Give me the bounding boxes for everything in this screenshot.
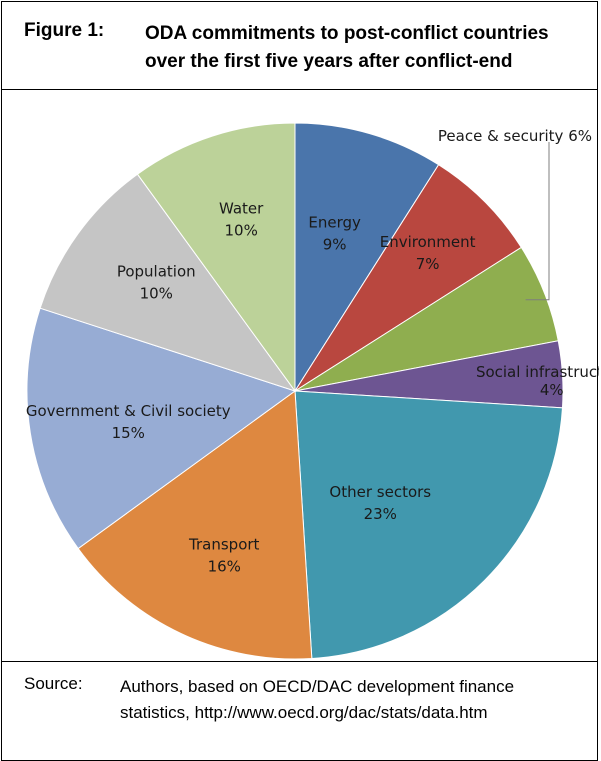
slice-label-transport: Transport [188,535,260,553]
source-label: Source: [24,674,83,693]
slice-value-population: 10% [140,285,173,303]
source-line-2: statistics, http://www.oecd.org/dac/stat… [120,703,488,722]
pie-slice-energy [294,122,440,393]
slice-label-other-sectors: Other sectors [329,483,431,501]
figure-title-line-2: over the first five years after conflict… [145,51,513,72]
figure-header: Figure 1: ODA commitments to post-confli… [2,2,597,90]
slice-label-population: Population [117,263,196,281]
slice-value-government-civil-society: 15% [112,424,145,442]
slice-label-water: Water [219,200,264,218]
slice-label-peace-security: Peace & security 6% [438,127,592,145]
pie-slice-water [136,122,296,393]
pie-slice-government-civil-society [26,307,297,550]
slice-value-water: 10% [224,222,257,240]
slice-label-government-civil-society: Government & Civil society [26,402,231,420]
slice-label-energy: Energy [308,213,361,231]
slice-value-energy: 9% [323,235,347,253]
pie-slice-other-sectors [294,390,564,660]
pie-slice-environment [294,164,522,392]
figure-label: Figure 1: [24,20,105,41]
slice-label-environment: Environment [380,233,476,251]
slice-label-social-infrastructure: Social infrastructure [476,363,599,381]
slice-value-environment: 7% [416,255,440,273]
slice-value-transport: 16% [208,557,241,575]
figure-title-line-1: ODA commitments to post-conflict countri… [145,23,549,44]
chart-area: Energy 9% Environment 7% Peace & security 6%… [2,90,599,662]
figure-title: ODA commitments to post-conflict countri… [145,20,585,76]
pie-chart: Energy 9% Environment 7% Peace & security 6%… [26,122,599,660]
source-text: Authors, based on OECD/DAC development f… [120,674,586,726]
pie-slice-population [39,173,297,392]
slice-value-other-sectors: 23% [364,505,397,523]
slice-value-social-infrastructure: 4% [540,381,564,399]
pie-slice-transport [77,390,313,660]
source-line-1: Authors, based on OECD/DAC development f… [120,677,515,696]
leader-line-peace-security [525,142,550,301]
